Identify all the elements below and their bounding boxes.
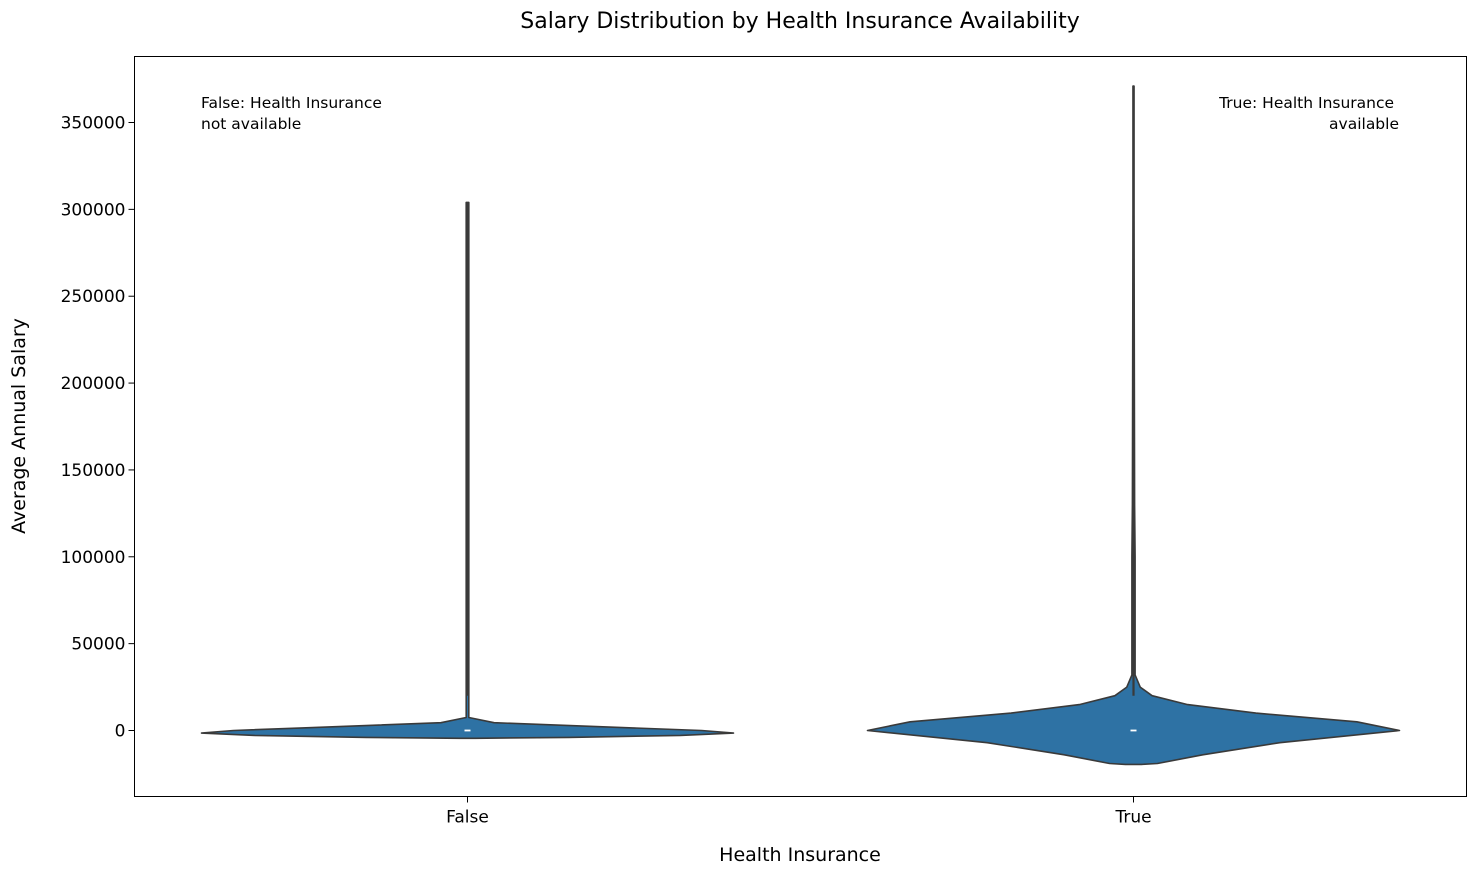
annotation-true-line-2: available [1329, 115, 1399, 133]
y-tick-label: 150000 [61, 461, 126, 481]
annotation-false-line-1: False: Health Insurance [201, 94, 382, 112]
y-tick-label: 300000 [61, 200, 126, 220]
y-tick-label: 100000 [61, 548, 126, 568]
annotation-false: False: Health Insurance not available [201, 94, 387, 133]
y-axis-ticks: 0 50000 100000 150000 200000 250000 300000 3500… [61, 114, 135, 741]
chart-title: Salary Distribution by Health Insurance … [520, 9, 1080, 34]
x-axis-label: Health Insurance [719, 844, 881, 866]
annotation-true-line-1: True: Health Insurance [1218, 94, 1394, 112]
y-tick-label: 250000 [61, 287, 126, 307]
y-tick-label: 0 [115, 721, 126, 741]
annotation-false-line-2: not available [201, 115, 301, 133]
x-axis-ticks: False True [446, 796, 1152, 828]
x-tick-label: True [1114, 808, 1151, 828]
y-axis-label: Average Annual Salary [8, 318, 30, 534]
y-tick-label: 200000 [61, 374, 126, 394]
y-tick-label: 50000 [71, 635, 125, 655]
x-tick-label: False [446, 808, 489, 828]
plot-frame [134, 56, 1467, 797]
annotation-true: True: Health Insurance available [1218, 94, 1399, 133]
y-tick-label: 350000 [61, 114, 126, 134]
violins [200, 85, 1401, 766]
